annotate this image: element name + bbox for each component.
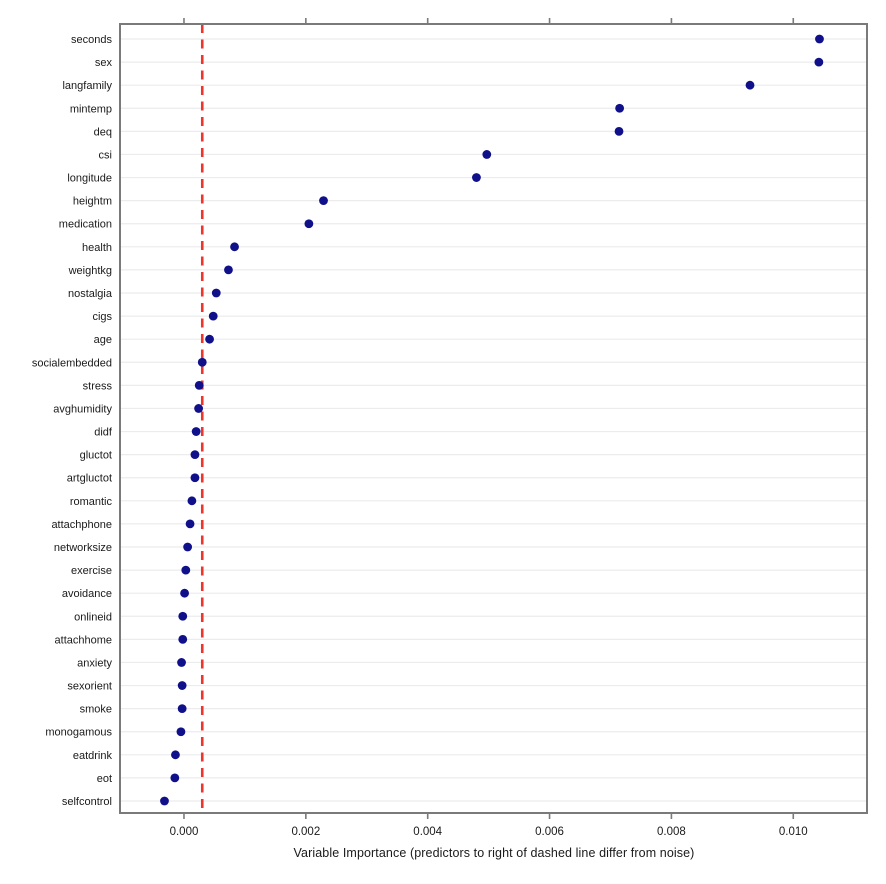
- y-axis-label: csi: [99, 149, 112, 161]
- y-axis-label: stress: [83, 380, 113, 392]
- y-axis-label: eot: [97, 773, 112, 785]
- y-axis-label: mintemp: [70, 103, 112, 115]
- y-axis-label: socialembedded: [32, 357, 112, 369]
- data-point: [177, 658, 186, 667]
- data-point: [178, 634, 188, 644]
- y-axis-label: avghumidity: [53, 403, 112, 415]
- x-tick-label: 0.000: [170, 826, 199, 838]
- y-axis-label: exercise: [71, 565, 112, 577]
- data-point: [211, 288, 221, 298]
- y-axis-label: langfamily: [62, 80, 112, 92]
- x-axis-title: Variable Importance (predictors to right…: [293, 846, 695, 860]
- y-axis-label: sexorient: [67, 681, 112, 693]
- data-point: [177, 681, 187, 690]
- data-point: [745, 80, 755, 90]
- data-point: [185, 519, 195, 529]
- data-point: [814, 57, 824, 67]
- data-point: [187, 496, 197, 506]
- y-axis-label: smoke: [80, 704, 112, 716]
- data-point: [190, 450, 200, 460]
- data-point: [319, 196, 328, 206]
- data-point: [614, 126, 624, 136]
- plot-border: [119, 23, 868, 814]
- data-point: [815, 34, 824, 44]
- data-point: [197, 357, 207, 367]
- data-point: [171, 750, 180, 760]
- data-point: [224, 265, 233, 275]
- y-axis-label: attachhome: [55, 634, 112, 646]
- data-point: [160, 796, 169, 806]
- data-point: [304, 219, 314, 229]
- data-point: [183, 542, 193, 552]
- x-tick-label: 0.008: [657, 826, 686, 838]
- data-point: [472, 173, 481, 182]
- data-point: [194, 404, 203, 413]
- y-axis-label: eatdrink: [73, 750, 113, 762]
- y-axis-label: onlineid: [74, 611, 112, 623]
- data-point: [177, 704, 187, 714]
- y-axis-label: heightm: [73, 196, 112, 208]
- data-point: [191, 427, 201, 436]
- y-axis-label: monogamous: [45, 727, 112, 739]
- data-point: [181, 565, 191, 575]
- data-point: [180, 588, 189, 598]
- data-point: [208, 311, 218, 321]
- data-point: [205, 334, 214, 344]
- y-axis-label: sex: [95, 57, 113, 69]
- y-axis-label: health: [82, 242, 112, 254]
- x-tick-label: 0.010: [779, 826, 808, 838]
- data-point: [178, 611, 188, 621]
- y-axis-label: avoidance: [62, 588, 112, 600]
- data-point: [615, 103, 625, 113]
- data-point: [230, 242, 239, 252]
- y-axis-label: anxiety: [77, 657, 112, 669]
- y-axis-label: deq: [94, 126, 112, 138]
- y-axis-label: seconds: [71, 34, 112, 46]
- data-point: [170, 773, 180, 783]
- y-axis-label: cigs: [92, 311, 112, 323]
- y-axis-label: age: [94, 334, 112, 346]
- x-tick-label: 0.006: [535, 826, 564, 838]
- y-axis-label: didf: [94, 427, 113, 439]
- y-axis-label: networksize: [54, 542, 112, 554]
- data-point: [190, 473, 200, 483]
- x-tick-label: 0.002: [291, 826, 320, 838]
- y-axis-label: selfcontrol: [62, 796, 112, 808]
- y-axis-label: medication: [59, 219, 112, 231]
- y-axis-label: nostalgia: [68, 288, 113, 300]
- y-axis-label: gluctot: [80, 450, 112, 462]
- data-point: [176, 727, 186, 737]
- data-point: [194, 380, 204, 390]
- y-axis-label: romantic: [70, 496, 113, 508]
- y-axis-label: longitude: [67, 173, 112, 185]
- x-tick-label: 0.004: [413, 826, 442, 838]
- y-axis-label: weightkg: [68, 265, 112, 277]
- y-axis-label: attachphone: [51, 519, 112, 531]
- y-axis-label: artgluctot: [67, 473, 112, 485]
- data-point: [482, 150, 492, 159]
